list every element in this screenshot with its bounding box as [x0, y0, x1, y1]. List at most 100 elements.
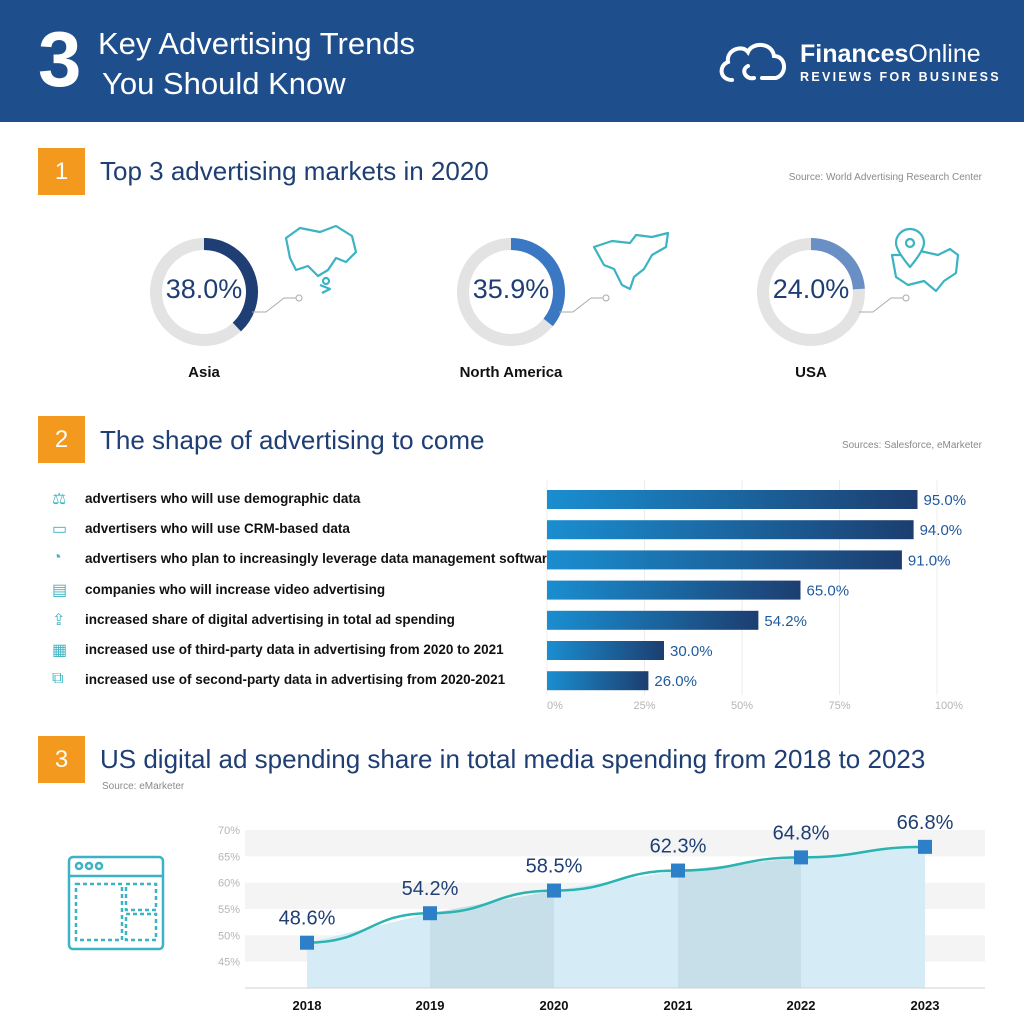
header-title: Key Advertising Trends You Should Know	[98, 24, 415, 104]
bar-category-icon: ▭	[52, 521, 68, 539]
line-x-tick: 2021	[664, 998, 693, 1013]
line-y-tick: 65%	[218, 851, 240, 863]
bar-category-label: advertisers who plan to increasingly lev…	[85, 551, 555, 567]
line-value-label: 54.2%	[402, 878, 459, 900]
bar-axis-tick: 75%	[828, 700, 850, 712]
section2-source: Sources: Salesforce, eMarketer	[841, 440, 982, 451]
section1-source: Source: World Advertising Research Cente…	[788, 172, 982, 183]
bar-axis-tick: 100%	[935, 700, 963, 712]
section1-title: Top 3 advertising markets in 2020	[100, 156, 489, 186]
line-y-tick: 50%	[218, 930, 240, 942]
bar	[547, 580, 801, 600]
bar-value-label: 95.0%	[924, 492, 967, 509]
donut-connector	[859, 294, 910, 313]
brand-name[interactable]: FinancesOnline	[800, 40, 981, 69]
section2-title: The shape of advertising to come	[100, 425, 485, 455]
line-area-segment	[430, 890, 554, 988]
line-value-label: 58.5%	[526, 856, 583, 878]
bar-category-label: companies who will increase video advert…	[85, 581, 386, 597]
region-label-asia: Asia	[188, 364, 220, 381]
region-label-north-america: North America	[459, 364, 563, 381]
line-y-tick: 60%	[218, 878, 240, 890]
bar-category-icon: ▦	[52, 642, 68, 659]
section2-number: 2	[38, 416, 85, 463]
donut-connector	[559, 294, 610, 313]
brand-tagline: REVIEWS FOR BUSINESS	[800, 70, 1001, 84]
donut-value-north-america: 35.9%	[472, 274, 550, 304]
section3-number: 3	[38, 736, 85, 783]
bar-category-label: increased use of second-party data in ad…	[85, 672, 506, 688]
line-value-label: 66.8%	[897, 812, 954, 834]
bar-value-label: 65.0%	[807, 583, 850, 600]
line-y-tick: 55%	[218, 904, 240, 916]
donut-value-asia: 38.0%	[165, 274, 243, 304]
bar	[547, 550, 902, 570]
line-point	[423, 906, 437, 921]
bar	[547, 671, 649, 691]
line-x-tick: 2020	[540, 998, 569, 1013]
cloud-logo-icon	[719, 43, 786, 82]
line-y-tick: 45%	[218, 957, 240, 969]
line-series	[306, 845, 926, 944]
bar-value-label: 30.0%	[670, 643, 713, 660]
donut-connector	[252, 294, 303, 313]
bar-category-icon: ▤	[52, 581, 68, 599]
bar	[547, 641, 664, 660]
asia-map-icon	[284, 225, 358, 294]
usa-map-pin-icon	[890, 227, 960, 293]
header-title-line1: Key Advertising Trends	[98, 26, 416, 61]
brand-bold: Finances	[800, 40, 909, 68]
bar-category-icon: ◔	[52, 549, 62, 567]
section1-number: 1	[38, 148, 85, 195]
bar-category-icon: ⇪	[52, 611, 66, 629]
line-x-tick: 2019	[416, 998, 445, 1013]
section3-source: Source: eMarketer	[102, 781, 185, 792]
line-area-segment	[801, 846, 925, 988]
line-x-tick: 2018	[293, 998, 322, 1013]
bar-category-label: advertisers who will use CRM-based data	[85, 521, 350, 537]
bar-value-label: 94.0%	[920, 522, 963, 539]
line-area-segment	[554, 870, 678, 988]
bar-category-icon: ⚖	[52, 491, 67, 508]
brand-rest: Online	[908, 40, 981, 68]
line-area-segment	[307, 913, 430, 988]
bar-category-label: advertisers who will use demographic dat…	[85, 491, 361, 506]
header-banner: 3 Key Advertising Trends You Should Know…	[0, 0, 1024, 122]
north-america-map-icon	[592, 231, 670, 291]
line-point	[794, 850, 808, 865]
line-value-label: 62.3%	[650, 836, 707, 858]
donut-charts	[150, 225, 960, 346]
donut-slice-north-america	[510, 238, 565, 327]
bar-axis-tick: 50%	[731, 700, 753, 712]
bar	[547, 610, 759, 630]
line-area-segment	[678, 857, 801, 988]
bar-value-label: 26.0%	[654, 673, 697, 690]
donut-slice-usa	[810, 238, 865, 290]
header-title-line2: You Should Know	[102, 66, 346, 101]
line-point	[547, 883, 561, 898]
bar-category-label: increased use of third-party data in adv…	[85, 642, 504, 657]
bar-value-label: 54.2%	[764, 613, 807, 630]
line-y-tick: 70%	[218, 825, 240, 837]
section3-title: US digital ad spending share in total me…	[100, 744, 926, 774]
browser-window-icon	[67, 855, 165, 951]
donut-slice-asia	[203, 238, 258, 332]
bar-value-label: 91.0%	[908, 552, 951, 569]
header-number: 3	[38, 15, 82, 103]
line-point	[300, 935, 314, 950]
line-value-label: 64.8%	[773, 822, 830, 844]
bar	[547, 490, 918, 509]
bar-axis-tick: 0%	[547, 700, 563, 712]
line-point	[671, 863, 685, 878]
bar-category-icon: ⧉	[52, 670, 64, 688]
region-label-usa: USA	[795, 364, 827, 381]
donut-value-usa: 24.0%	[772, 274, 850, 304]
bar-category-label: increased share of digital advertising i…	[85, 611, 455, 627]
line-point	[918, 839, 932, 854]
bar-axis-tick: 25%	[633, 700, 655, 712]
line-chart: 45% 50% 55% 60% 65% 70% 48.6% 2018 54.2% 2019 58.5…	[218, 812, 985, 1013]
line-x-tick: 2022	[787, 998, 816, 1013]
bar	[547, 520, 914, 540]
line-x-tick: 2023	[911, 998, 940, 1013]
bar-chart: 0% 25% 50% 75% 100% 95.0% 94.0% 91.0% 65.0%54.2%…	[546, 480, 967, 712]
